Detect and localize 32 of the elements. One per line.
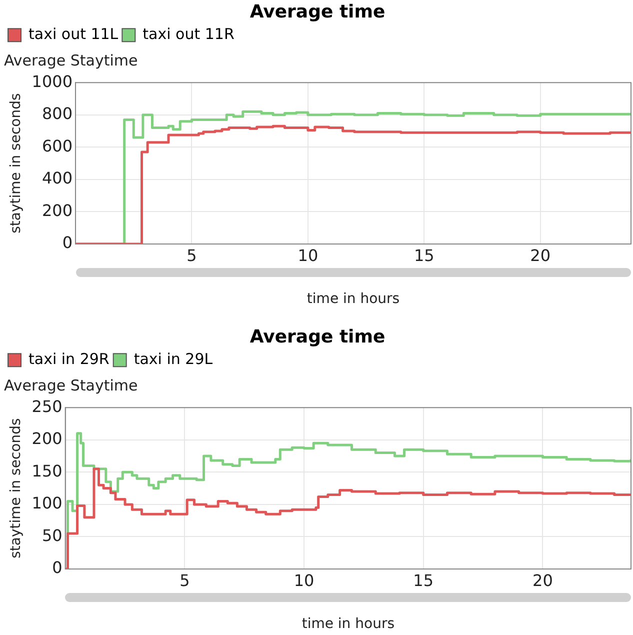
chart-subtitle: Average Staytime: [4, 376, 138, 394]
x-tick-label: 10: [298, 246, 318, 265]
x-tick-label: 20: [532, 570, 553, 590]
y-tick-label: 50: [42, 526, 62, 545]
x-tick-label: 10: [294, 570, 314, 590]
y-tick-label: 600: [42, 136, 73, 156]
y-tick-label: 1000: [32, 72, 73, 91]
x-axis-title: time in hours: [302, 616, 394, 632]
chart-title: Average time: [250, 1, 386, 22]
y-tick-label: 0: [52, 558, 62, 578]
chart-subtitle: Average Staytime: [4, 51, 138, 70]
y-tick-label: 200: [42, 200, 73, 220]
x-tick-label: 5: [180, 570, 190, 590]
legend-label: taxi in 29L: [134, 350, 214, 368]
x-tick-label: 5: [186, 246, 197, 265]
y-tick-label: 400: [42, 168, 73, 188]
x-tick-label: 15: [414, 246, 434, 265]
legend-label: taxi out 11L: [28, 24, 119, 43]
y-tick-label: 100: [32, 494, 62, 513]
y-tick-label: 250: [32, 396, 62, 416]
y-axis-title: staytime in seconds: [8, 93, 24, 234]
x-axis-title: time in hours: [306, 291, 400, 308]
legend-label: taxi out 11R: [142, 24, 234, 43]
chart-title: Average time: [250, 326, 386, 348]
x-tick-label: 15: [413, 570, 434, 590]
y-tick-label: 0: [62, 233, 73, 252]
y-tick-label: 150: [32, 461, 62, 480]
y-tick-label: 200: [32, 429, 62, 448]
legend-label: taxi in 29R: [28, 350, 110, 368]
y-tick-label: 800: [42, 104, 73, 124]
x-tick-label: 20: [530, 246, 551, 265]
y-axis-title: staytime in seconds: [8, 418, 24, 558]
